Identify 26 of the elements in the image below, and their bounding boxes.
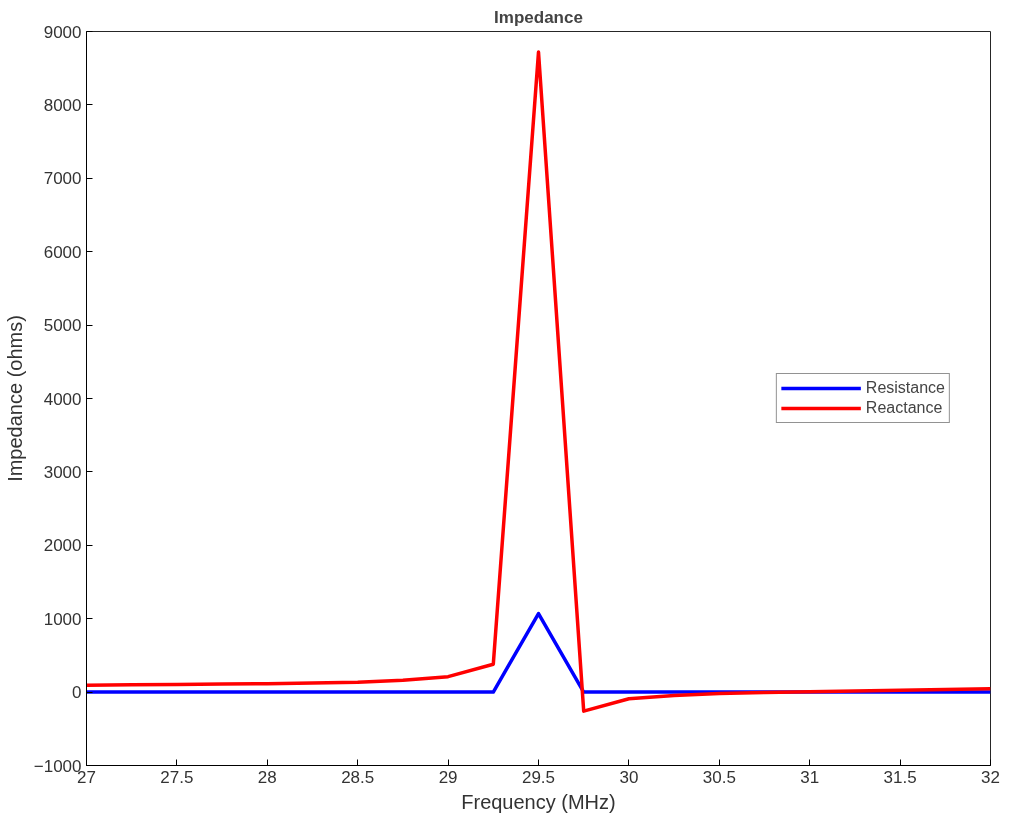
y-tick-label: 9000 (43, 22, 82, 42)
x-tick-label: 28.5 (341, 767, 375, 787)
y-tick-label: 3000 (43, 462, 82, 482)
x-tick-label: 30 (619, 767, 639, 787)
y-tick-label: 0 (72, 683, 82, 703)
x-tick-label: 32 (981, 767, 1000, 787)
x-tick-label: 31.5 (883, 767, 917, 787)
y-tick-label: 4000 (43, 389, 82, 409)
line-series (86, 50, 991, 713)
x-axis-title: Frequency (MHz) (461, 790, 616, 813)
y-tick-label: 2000 (43, 536, 82, 556)
y-tick-label: 5000 (43, 316, 82, 336)
x-tick-label: 30.5 (702, 767, 736, 787)
y-tick-label: 7000 (43, 169, 82, 189)
x-tick-label: 28 (257, 767, 277, 787)
y-tick-label: 6000 (43, 242, 82, 262)
y-axis-title: Impedance (ohms) (3, 315, 26, 482)
x-tick-label: 29 (438, 767, 458, 787)
x-tick-label: 27.5 (160, 767, 194, 787)
legend-label: Resistance (865, 379, 945, 397)
chart-title: Impedance (494, 7, 583, 27)
x-tick-label: 29.5 (521, 767, 556, 787)
legend-label: Reactance (865, 399, 943, 417)
y-tick-label: 1000 (43, 609, 82, 629)
y-tick-label: 8000 (43, 95, 82, 115)
x-tick-label: 31 (800, 767, 820, 787)
